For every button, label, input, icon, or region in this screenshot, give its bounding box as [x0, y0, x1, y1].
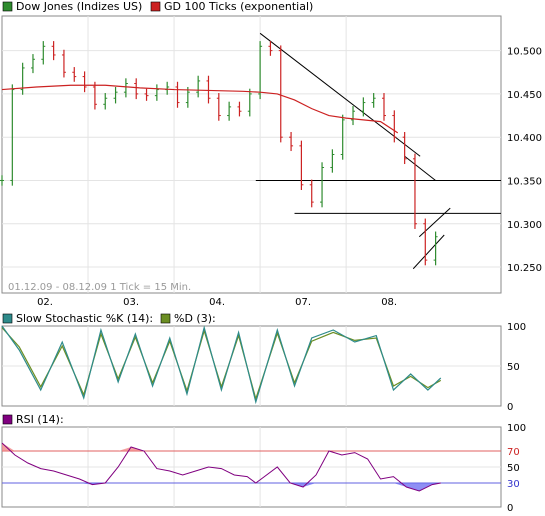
stochastic-y-tick-label: 100 [507, 322, 526, 333]
rsi-y-ticks: 100 70 50 30 0 [507, 423, 526, 514]
price-bars [0, 41, 438, 266]
legend-swatch-dow [2, 1, 13, 12]
legend-swatch-stoch-k [2, 313, 13, 324]
price-bar [268, 41, 273, 56]
price-x-tick-label: 08. [381, 297, 397, 308]
price-bar [412, 153, 417, 229]
price-y-tick-label: 10.450 [507, 90, 542, 101]
stochastic-y-tick-label: 50 [507, 362, 520, 373]
series-line-rsi [1, 442, 441, 492]
price-bar [103, 93, 108, 110]
rsi-y-tick-label: 30 [507, 479, 520, 490]
price-bar [51, 41, 56, 61]
price-x-tick-label: 02. [37, 297, 53, 308]
price-bar [82, 71, 87, 93]
trend-line [418, 207, 451, 238]
price-bar [30, 54, 35, 74]
legend-swatch-stoch-d [160, 313, 171, 324]
price-bar [134, 78, 139, 100]
price-bar [320, 162, 325, 208]
price-bar [351, 106, 356, 126]
price-x-ticks: 02. 03. 04. 07. 08. [37, 297, 397, 308]
price-bar [361, 97, 366, 117]
price-bar [289, 131, 294, 152]
legend-label-gd: GD 100 Ticks (exponential) [164, 0, 313, 13]
price-bar [10, 84, 15, 186]
chart-info: 01.12.09 - 08.12.09 1 Tick = 15 Min. [8, 282, 191, 293]
rsi-panel: RSI (14): 100 70 50 30 0 [1, 413, 526, 514]
price-bar [206, 75, 211, 104]
legend-label-stoch-k: Slow Stochastic %K (14): [16, 312, 153, 325]
series-line-stoch-d [1, 327, 442, 401]
price-bar [175, 81, 180, 108]
series-line-gd-100 [1, 84, 399, 134]
rsi-y-tick-label: 50 [507, 463, 520, 474]
price-y-tick-label: 10.350 [507, 176, 542, 187]
price-y-ticks: 10.500 10.450 10.400 10.350 10.300 10.250 [507, 47, 542, 274]
rsi-y-tick-label: 100 [507, 423, 526, 434]
stochastic-grid [2, 326, 501, 406]
price-bar [154, 84, 159, 101]
price-bar [144, 88, 149, 101]
price-bar [309, 179, 314, 208]
stochastic-y-ticks: 100 50 0 [507, 322, 526, 413]
price-bar [433, 231, 438, 266]
rsi-y-tick-label: 70 [507, 447, 520, 458]
rsi-band-fills [2, 443, 441, 491]
price-bar [227, 101, 232, 121]
price-bar [247, 88, 252, 117]
price-y-tick-label: 10.300 [507, 220, 542, 231]
rsi-oversold-fill [2, 483, 441, 491]
price-bar [20, 62, 25, 95]
rsi-y-tick-label: 0 [507, 503, 513, 514]
price-x-tick-label: 07. [295, 297, 311, 308]
price-trend-lines [255, 32, 501, 270]
price-y-tick-label: 10.250 [507, 263, 542, 274]
price-bar [340, 114, 345, 160]
price-bar [41, 41, 46, 65]
price-bar [123, 78, 128, 98]
price-y-tick-label: 10.400 [507, 133, 542, 144]
price-bar [423, 218, 428, 266]
stochastic-panel: Slow Stochastic %K (14): %D (3): 100 50 0 [1, 312, 526, 413]
price-bar [72, 67, 77, 82]
price-bar [402, 131, 407, 165]
price-bar [0, 175, 4, 186]
price-plot-frame [1, 15, 502, 294]
stochastic-y-tick-label: 0 [507, 402, 513, 413]
price-bar [92, 81, 97, 110]
price-bar [216, 93, 221, 121]
legend-swatch-gd [150, 1, 161, 12]
price-bar [61, 49, 66, 78]
price-bar [371, 93, 376, 108]
trend-line [259, 32, 421, 157]
price-x-tick-label: 03. [123, 297, 139, 308]
series-line-stoch-k [1, 325, 442, 405]
price-bar [330, 149, 335, 173]
price-bar [299, 140, 304, 190]
legend-label-dow: Dow Jones (Indizes US) [16, 0, 142, 13]
price-bar [196, 75, 201, 98]
price-bar [113, 86, 118, 104]
price-bar [278, 45, 283, 143]
legend-swatch-rsi [2, 414, 13, 425]
price-y-tick-label: 10.500 [507, 47, 542, 58]
legend-label-stoch-d: %D (3): [174, 312, 216, 325]
price-bar [237, 101, 242, 117]
legend-label-rsi: RSI (14): [16, 413, 64, 426]
price-x-tick-label: 04. [209, 297, 225, 308]
trend-line [412, 234, 445, 270]
price-panel: Dow Jones (Indizes US) GD 100 Ticks (exp… [0, 0, 542, 308]
price-legend-bar [2, 0, 501, 14]
price-bar [381, 93, 386, 121]
trend-line [404, 155, 436, 181]
price-bar [258, 41, 263, 100]
price-bar [392, 110, 397, 143]
